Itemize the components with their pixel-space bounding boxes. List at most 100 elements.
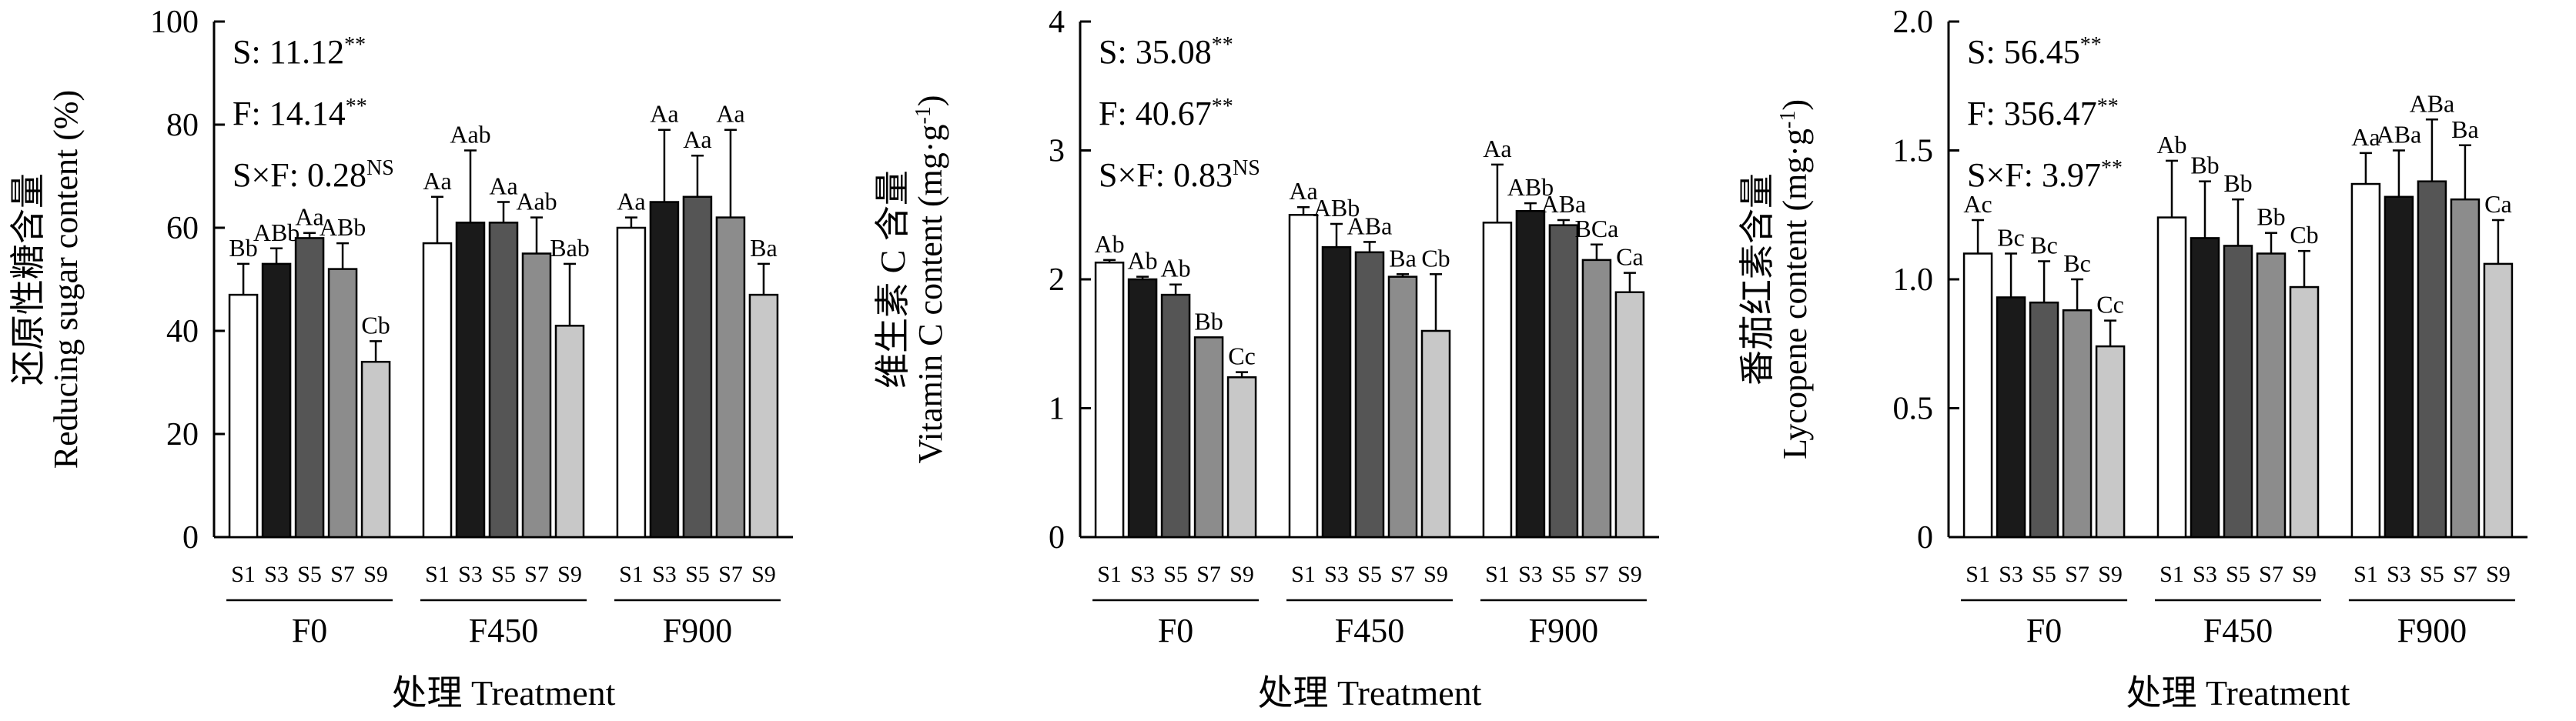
- y-axis-label-en-text: Lycopene content (mg·g: [1776, 129, 1814, 459]
- significance-letter: Aa: [489, 172, 517, 200]
- stat-annotation: S: 56.45**: [1967, 33, 2102, 72]
- x-subcategory-label: S3: [1518, 562, 1543, 587]
- significance-letter: Bc: [2063, 249, 2091, 277]
- y-axis-label-unit-sup: -1: [912, 106, 935, 124]
- significance-letter: Bab: [550, 234, 590, 262]
- x-subcategory-label: S9: [1423, 562, 1448, 587]
- y-axis-label-unit-tail: ): [1776, 99, 1814, 111]
- x-subcategory-label: S5: [1551, 562, 1576, 587]
- x-subcategory-label: S3: [458, 562, 483, 587]
- stat-annotation: S×F: 0.28NS: [233, 156, 394, 195]
- y-axis-label-unit-sup: -1: [1776, 111, 1800, 129]
- x-subcategory-label: S1: [425, 562, 450, 587]
- significance-letter: Aab: [516, 188, 557, 215]
- significance-letter: Ab: [2156, 131, 2186, 159]
- x-subcategory-label: S7: [1390, 562, 1415, 587]
- x-subcategory-label: S5: [685, 562, 710, 587]
- stat-annotation: S×F: 0.83NS: [1099, 156, 1260, 195]
- x-subcategory-label: S9: [1229, 562, 1254, 587]
- significance-letter: ABb: [1507, 173, 1554, 201]
- significance-letter: ABb: [253, 219, 299, 246]
- significance-letter: Ab: [1128, 247, 1158, 275]
- stat-annotation: S×F: 3.97**: [1967, 156, 2123, 195]
- stat-label: S×F: 0.28: [233, 156, 366, 194]
- x-subcategory-label: S5: [2226, 562, 2250, 587]
- chart-panel-3: 0 0.5 1.0 1.5 2.0 番茄红素含量 Lycopene content (mg·…: [1738, 5, 2527, 713]
- significance-letter: Ab: [1095, 230, 1125, 258]
- x-subcategory-label: S9: [2098, 562, 2123, 587]
- bar: [1094, 261, 1125, 539]
- stat-label: S×F: 3.97: [1967, 156, 2101, 194]
- x-group-label: F0: [292, 612, 327, 649]
- y-tick-label: 0: [1049, 520, 1065, 556]
- stat-significance: NS: [366, 156, 394, 180]
- stat-annotation: F: 40.67**: [1099, 95, 1233, 133]
- significance-letter: Cb: [2290, 221, 2318, 249]
- stat-annotation: S: 11.12**: [233, 33, 366, 72]
- significance-letter: Ba: [2451, 115, 2479, 143]
- x-subcategory-label: S5: [297, 562, 322, 587]
- stat-label: S: 11.12: [233, 33, 344, 71]
- bar: [1548, 224, 1579, 539]
- y-tick-label: 0: [182, 520, 199, 556]
- x-subcategory-label: S9: [751, 562, 776, 587]
- bar: [649, 201, 680, 539]
- significance-letter: ABa: [2410, 89, 2455, 117]
- x-subcategory-label: S7: [330, 562, 355, 587]
- significance-letter: ABa: [2377, 121, 2422, 149]
- x-subcategory-label: S5: [2032, 562, 2056, 587]
- bar: [2483, 262, 2514, 539]
- stat-significance: NS: [1233, 156, 1260, 180]
- stat-label: S×F: 0.83: [1099, 156, 1233, 194]
- y-tick-label: 2.0: [1893, 5, 1934, 40]
- bar: [1996, 296, 2026, 539]
- significance-letter: Cc: [2096, 291, 2124, 319]
- x-subcategory-label: S7: [1584, 562, 1609, 587]
- bar: [2384, 195, 2414, 539]
- bar: [748, 293, 779, 539]
- bar: [2450, 198, 2481, 539]
- x-subcategory-label: S5: [1357, 562, 1382, 587]
- stat-label: F: 356.47: [1967, 95, 2097, 132]
- x-subcategory-label: S3: [652, 562, 677, 587]
- significance-letter: Aab: [450, 121, 490, 149]
- significance-letter: Ab: [1161, 255, 1191, 282]
- y-tick-label: 20: [166, 417, 199, 452]
- significance-letter: Cc: [1228, 342, 1256, 370]
- bar: [2156, 216, 2187, 539]
- bar: [422, 242, 453, 539]
- bar: [1226, 376, 1257, 539]
- significance-letter: Cb: [361, 311, 390, 339]
- x-subcategory-label: S3: [1130, 562, 1155, 587]
- bar: [455, 222, 486, 539]
- y-axis-label-en-text: Reducing sugar content (%): [47, 90, 85, 469]
- bar: [1387, 275, 1418, 539]
- bar: [1321, 245, 1352, 539]
- significance-letter: Bc: [2030, 232, 2058, 259]
- x-subcategory-label: S1: [1291, 562, 1316, 587]
- bar: [488, 222, 519, 539]
- stat-significance: **: [1212, 33, 1233, 57]
- significance-letter: Aa: [716, 100, 744, 128]
- x-subcategory-label: S1: [619, 562, 644, 587]
- x-subcategory-label: S9: [2292, 562, 2317, 587]
- significance-letter: ABb: [319, 213, 366, 241]
- significance-letter: Aa: [295, 203, 323, 231]
- x-group-label: F450: [1335, 612, 1404, 649]
- x-subcategory-label: S9: [2486, 562, 2511, 587]
- y-tick-label: 1: [1049, 392, 1065, 427]
- significance-letter: Ac: [1963, 190, 1992, 218]
- bar: [521, 252, 552, 539]
- stat-significance: **: [2097, 95, 2119, 118]
- bar: [1515, 209, 1546, 539]
- x-group-label: F0: [1158, 612, 1193, 649]
- x-subcategory-label: S7: [2065, 562, 2089, 587]
- bar: [682, 195, 713, 539]
- x-subcategory-label: S9: [557, 562, 582, 587]
- significance-letter: ABa: [1541, 190, 1587, 218]
- bar: [715, 216, 746, 539]
- bar: [1193, 336, 1224, 539]
- stat-label: F: 40.67: [1099, 95, 1212, 132]
- y-axis-label-cn: 维生素 C 含量: [873, 170, 912, 389]
